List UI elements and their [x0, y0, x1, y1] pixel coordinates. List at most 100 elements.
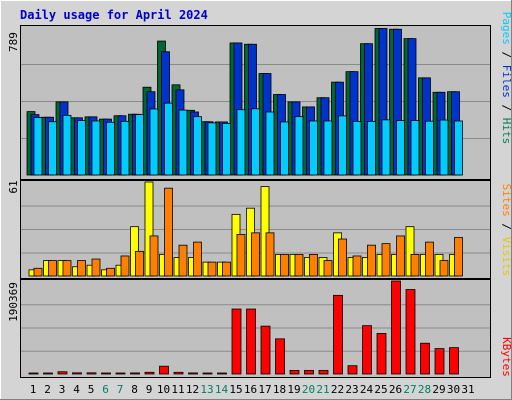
visits-sites-bar-day-30 [454, 237, 463, 277]
day-label-29: 29 [432, 383, 445, 396]
visits-panel-max-label: 61 [7, 180, 20, 193]
day-label-28: 28 [418, 383, 431, 396]
visits-sites-bar-day-19 [294, 254, 304, 277]
day-label-1: 1 [30, 383, 37, 396]
hits-pages-bar-day-23 [352, 120, 362, 176]
day-label-8: 8 [131, 383, 138, 396]
hits-pages-bar-day-22 [338, 115, 347, 176]
day-label-5: 5 [88, 383, 95, 396]
visits-sites-bar-day-11 [178, 244, 188, 277]
day-label-12: 12 [186, 383, 199, 396]
day-label-4: 4 [73, 383, 80, 396]
hits-panel-max-label: 789 [7, 32, 20, 52]
kbytes-kbytes-bar-day-11 [173, 371, 184, 375]
kbytes-kbytes-bar-day-2 [43, 372, 53, 375]
hits-pages-bar-day-1 [33, 117, 43, 176]
hits-pages-bar-day-21 [323, 120, 333, 176]
kbytes-kbytes-bar-day-24 [362, 325, 372, 375]
visits-sites-bar-day-4 [77, 260, 86, 277]
kbytes-kbytes-bar-day-26 [391, 280, 401, 375]
hits-pages-bar-day-14 [222, 123, 231, 176]
legend-visits: Visits [500, 237, 512, 277]
visits-sites-bar-day-8 [135, 250, 144, 277]
visits-sites-bar-day-18 [280, 254, 289, 277]
visits-sites-bar-day-27 [410, 254, 420, 277]
day-label-2: 2 [44, 383, 51, 396]
kbytes-kbytes-bar-day-1 [28, 372, 39, 375]
visits-sites-bar-day-15 [236, 233, 246, 277]
hits-pages-bar-day-29 [439, 119, 449, 176]
kbytes-kbytes-bar-day-16 [246, 308, 256, 375]
kbytes-panel-max-label: 190369 [7, 282, 20, 322]
kbytes-kbytes-bar-day-20 [304, 369, 314, 375]
day-label-7: 7 [117, 383, 124, 396]
visits-sites-bar-day-23 [352, 255, 362, 277]
hits-pages-bar-day-15 [236, 109, 246, 176]
day-label-31: 31 [461, 383, 474, 396]
visits-sites-bar-day-5 [91, 258, 101, 277]
kbytes-bars [28, 280, 459, 375]
hits-panel-legend: Pages / Files / Hits [500, 12, 512, 145]
hits-pages-bar-day-28 [425, 120, 434, 176]
day-label-27: 27 [403, 383, 416, 396]
kbytes-kbytes-bar-day-22 [333, 294, 343, 375]
visits-sites-bar-day-25 [381, 243, 391, 277]
legend-hits: Hits [500, 118, 512, 145]
visits-sites-bar-day-3 [62, 260, 72, 277]
day-label-20: 20 [302, 383, 315, 396]
visits-panel-legend: Sites / Visits [500, 184, 512, 277]
kbytes-kbytes-bar-day-10 [159, 365, 169, 375]
day-label-18: 18 [273, 383, 286, 396]
visits-sites-bar-day-13 [207, 261, 217, 277]
visits-sites-bar-day-7 [120, 255, 130, 277]
day-label-11: 11 [171, 383, 184, 396]
visits-sites-bar-day-12 [193, 241, 202, 277]
day-label-15: 15 [229, 383, 242, 396]
hits-pages-bar-day-6 [106, 121, 115, 176]
day-label-14: 14 [215, 383, 229, 396]
kbytes-kbytes-bar-day-30 [449, 347, 459, 375]
kbytes-kbytes-bar-day-19 [289, 369, 300, 375]
visits-sites-bars [28, 181, 463, 277]
visits-visits-bar-day-27 [405, 226, 415, 277]
day-label-10: 10 [157, 383, 170, 396]
day-label-30: 30 [447, 383, 460, 396]
kbytes-kbytes-bar-day-6 [101, 372, 111, 375]
day-label-21: 21 [316, 383, 329, 396]
hits-pages-bar-day-19 [294, 116, 304, 176]
kbytes-kbytes-bar-day-27 [405, 289, 416, 375]
visits-sites-bar-day-1 [33, 267, 43, 277]
kbytes-panel-legend: KBytes [500, 337, 512, 377]
kbytes-kbytes-bar-day-8 [130, 372, 140, 375]
day-label-6: 6 [102, 383, 109, 396]
kbytes-kbytes-bar-day-12 [188, 372, 198, 375]
kbytes-kbytes-bar-day-21 [318, 369, 329, 375]
kbytes-kbytes-bar-day-5 [86, 372, 97, 375]
kbytes-kbytes-bar-day-3 [57, 371, 68, 375]
hits-pages-bar-day-18 [280, 121, 289, 176]
day-label-16: 16 [244, 383, 257, 396]
visits-sites-bar-day-9 [149, 235, 159, 277]
kbytes-kbytes-bar-day-14 [217, 372, 227, 375]
hits-pages-bar-day-30 [454, 120, 463, 176]
day-label-22: 22 [331, 383, 344, 396]
legend-kbytes: KBytes [500, 337, 512, 377]
hits-pages-bar-day-9 [149, 108, 159, 176]
hits-pages-bar-day-8 [135, 114, 144, 176]
kbytes-kbytes-bar-day-29 [434, 348, 445, 375]
day-label-25: 25 [374, 383, 387, 396]
visits-sites-bar-day-29 [439, 260, 449, 277]
visits-sites-bar-day-22 [338, 238, 347, 277]
hits-pages-bar-day-27 [410, 120, 420, 176]
kbytes-kbytes-bar-day-17 [260, 325, 271, 375]
hits-pages-bar-day-26 [396, 120, 405, 176]
legend-sites: Sites [500, 184, 512, 217]
hits-pages-bar-day-24 [367, 120, 376, 176]
legend-pages: Pages [500, 12, 512, 45]
hits-files-pages-bars [26, 28, 463, 176]
kbytes-kbytes-bar-day-25 [376, 333, 387, 375]
kbytes-kbytes-bar-day-13 [202, 372, 213, 375]
hits-pages-bar-day-11 [178, 109, 188, 176]
legend-files: Files [500, 65, 512, 98]
visits-visits-bar-day-9 [144, 181, 154, 277]
